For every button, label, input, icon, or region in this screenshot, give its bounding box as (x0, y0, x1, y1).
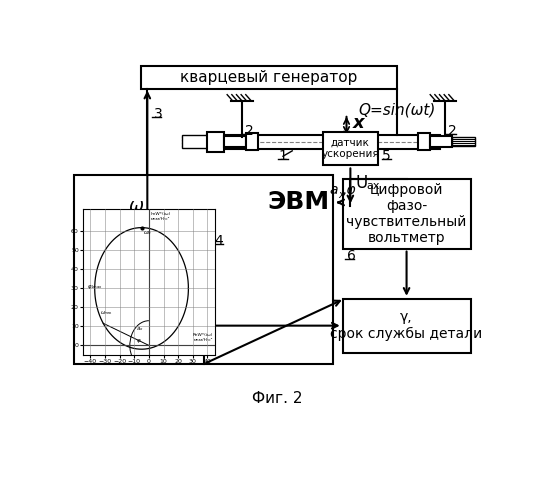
Text: γ,
срок службы детали: γ, срок службы детали (330, 310, 483, 341)
Text: ЭВМ: ЭВМ (267, 190, 329, 214)
Bar (73, 176, 333, 364)
Text: 2: 2 (245, 124, 254, 138)
Text: 4: 4 (215, 234, 224, 248)
Text: x: x (353, 114, 364, 132)
Text: Q=sin(ωt): Q=sin(ωt) (358, 102, 435, 118)
Text: ax: ax (367, 182, 380, 192)
Text: U: U (356, 174, 368, 192)
Text: 3: 3 (153, 107, 163, 121)
Bar (430, 136, 452, 147)
Bar (141, 66, 397, 90)
Text: цифровой
фазо-
чувствительный
вольтметр: цифровой фазо- чувствительный вольтметр (346, 182, 467, 246)
Bar (342, 180, 470, 248)
Text: a: a (329, 183, 338, 197)
Text: x: x (339, 190, 345, 200)
Text: 6: 6 (347, 250, 355, 264)
Text: 2: 2 (448, 124, 457, 138)
Text: ,φ: ,φ (343, 183, 357, 197)
Bar (224, 136, 246, 147)
Bar (207, 134, 440, 148)
Bar (418, 133, 430, 150)
Bar (246, 133, 258, 150)
Bar (452, 137, 475, 146)
Text: Фиг. 2: Фиг. 2 (252, 392, 302, 406)
Text: 5: 5 (382, 149, 391, 163)
Bar (342, 298, 470, 352)
Text: 1: 1 (279, 149, 287, 163)
Bar (207, 132, 224, 152)
Bar (182, 136, 208, 148)
Text: ω: ω (129, 198, 144, 216)
Text: кварцевый генератор: кварцевый генератор (180, 70, 357, 85)
Bar (323, 132, 377, 166)
Text: датчик
ускорения: датчик ускорения (321, 138, 379, 160)
